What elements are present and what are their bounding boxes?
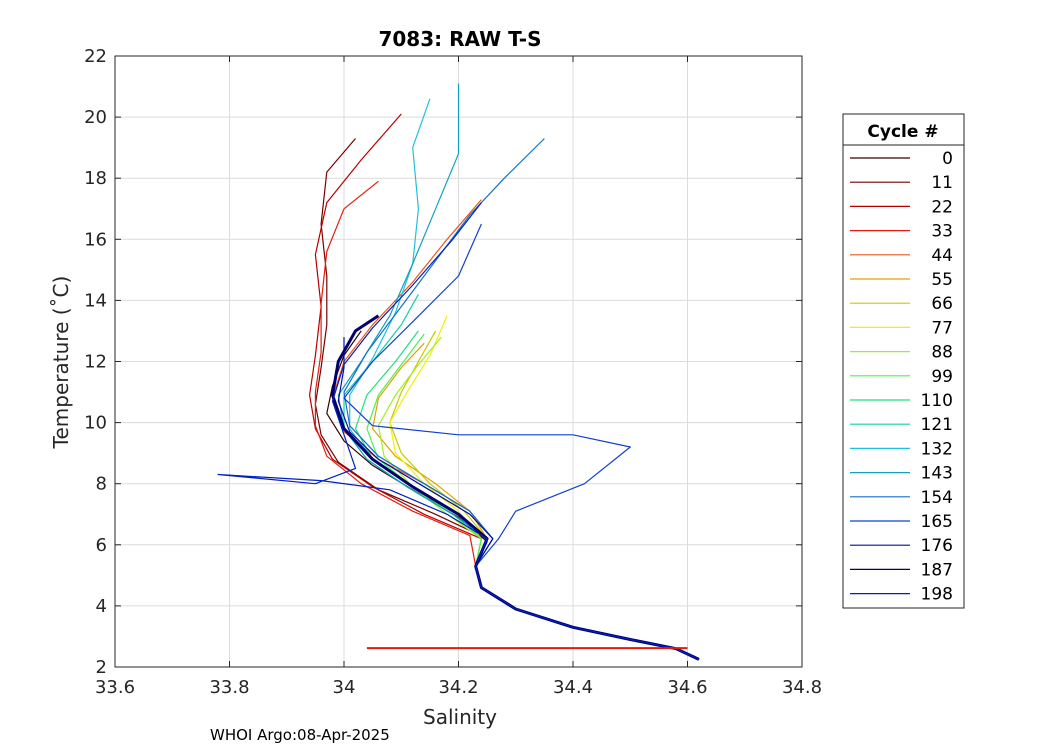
legend-label-154: 154 (921, 488, 953, 508)
legend-label-121: 121 (921, 415, 953, 435)
legend-title: Cycle # (867, 122, 938, 142)
legend-label-44: 44 (931, 246, 953, 266)
x-tick-label: 34.8 (782, 677, 822, 698)
y-tick-label: 20 (84, 107, 107, 128)
legend-label-110: 110 (921, 391, 953, 411)
x-tick-label: 34.2 (438, 677, 478, 698)
legend-label-143: 143 (921, 464, 953, 484)
x-axis-label: Salinity (423, 705, 497, 729)
y-tick-label: 2 (96, 657, 107, 678)
legend-label-176: 176 (921, 536, 953, 556)
legend-label-132: 132 (921, 439, 953, 459)
x-tick-label: 33.6 (95, 677, 135, 698)
y-tick-label: 18 (84, 168, 107, 189)
legend-label-66: 66 (931, 294, 953, 314)
legend-label-99: 99 (931, 367, 953, 387)
x-tick-label: 34.4 (553, 677, 593, 698)
y-tick-label: 22 (84, 46, 107, 67)
legend-label-187: 187 (921, 560, 953, 580)
legend-label-77: 77 (931, 318, 953, 338)
chart-title: 7083: RAW T-S (378, 27, 541, 51)
x-tick-label: 33.8 (209, 677, 249, 698)
legend-label-33: 33 (931, 222, 953, 242)
y-tick-label: 8 (96, 474, 107, 495)
y-tick-label: 12 (84, 352, 107, 373)
legend-label-165: 165 (921, 512, 953, 532)
legend: Cycle # 0 11 22 33 44 55 66 77 88 99 110 121 132 143 1… (842, 113, 965, 609)
y-tick-label: 4 (96, 596, 107, 617)
footer-credit: WHOI Argo:08-Apr-2025 (210, 726, 390, 744)
legend-label-55: 55 (931, 270, 953, 290)
y-tick-label: 14 (84, 290, 107, 311)
legend-label-22: 22 (931, 197, 953, 217)
legend-label-198: 198 (921, 585, 953, 605)
x-tick-label: 34 (333, 677, 356, 698)
x-tick-label: 34.6 (667, 677, 707, 698)
legend-label-0: 0 (942, 149, 953, 169)
legend-label-11: 11 (931, 173, 953, 193)
y-tick-label: 10 (84, 413, 107, 434)
series-group (217, 83, 700, 661)
y-tick-label: 6 (96, 535, 107, 556)
legend-box (842, 113, 965, 609)
series-line-198 (217, 202, 700, 660)
legend-entries: 0 11 22 33 44 55 66 77 88 99 110 121 132 143 154 165 176… (850, 149, 953, 605)
ticks: 33.6 33.8 34 34.2 34.4 34.6 34.8 2 4 6 8 10 12 14 16 18… (84, 46, 822, 698)
legend-label-88: 88 (931, 343, 953, 363)
y-tick-label: 16 (84, 229, 107, 250)
y-axis-label: Temperature (˚C) (49, 276, 73, 450)
